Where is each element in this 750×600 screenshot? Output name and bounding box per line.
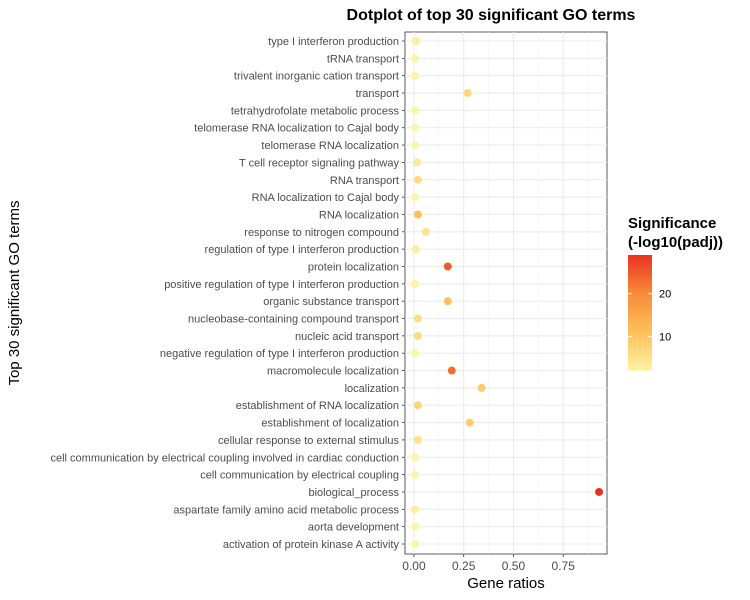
- data-point: [411, 245, 420, 254]
- data-point: [410, 54, 419, 63]
- y-term-label: type I interferon production: [268, 36, 399, 48]
- data-point: [477, 383, 486, 392]
- data-point: [410, 193, 419, 202]
- y-term-label: aorta development: [308, 522, 399, 534]
- significance-legend: Significance (-log10(padj)) 10 20: [628, 215, 723, 371]
- data-point: [410, 349, 419, 358]
- data-point: [410, 540, 419, 548]
- data-point: [410, 71, 419, 80]
- y-term-label: trivalent inorganic cation transport: [234, 71, 399, 83]
- y-term-label: RNA transport: [330, 175, 399, 187]
- data-point: [413, 435, 422, 444]
- y-term-label: negative regulation of type I interferon…: [160, 348, 399, 360]
- data-point: [443, 262, 452, 271]
- y-term-label: organic substance transport: [263, 296, 399, 308]
- y-term-label: response to nitrogen compound: [244, 227, 399, 239]
- legend-ticks: 10 20: [628, 289, 671, 344]
- data-point: [413, 314, 422, 323]
- data-points: [410, 37, 604, 548]
- data-point: [463, 89, 472, 98]
- y-term-label: RNA localization: [319, 209, 399, 221]
- y-term-label: positive regulation of type I interferon…: [164, 279, 399, 291]
- data-point: [413, 175, 422, 184]
- data-point: [410, 279, 419, 288]
- y-term-label: macromolecule localization: [267, 366, 399, 378]
- data-point: [410, 123, 419, 132]
- legend-title-line1: Significance: [628, 215, 716, 232]
- y-term-label: tRNA transport: [327, 53, 399, 65]
- data-point: [413, 401, 422, 410]
- data-point: [410, 505, 419, 514]
- data-point: [465, 418, 474, 427]
- y-term-label: telomerase RNA localization to Cajal bod…: [194, 123, 399, 135]
- x-tick-label: 0.00: [402, 559, 426, 573]
- x-tick-label: 0.75: [552, 559, 576, 573]
- data-point: [410, 453, 419, 462]
- y-axis-title: Top 30 significant GO terms: [6, 200, 23, 385]
- legend-title-line2: (-log10(padj)): [628, 234, 723, 251]
- data-point: [595, 487, 604, 496]
- y-term-label: establishment of RNA localization: [236, 400, 399, 412]
- y-term-label: protein localization: [308, 261, 399, 273]
- y-term-label: aspartate family amino acid metabolic pr…: [173, 504, 399, 516]
- grid-lines: [405, 32, 607, 554]
- data-point: [421, 227, 430, 236]
- y-term-label: tetrahydrofolate metabolic process: [231, 105, 400, 117]
- x-axis-ticks: 0.00 0.25 0.50 0.75: [402, 554, 575, 573]
- y-term-label: cell communication by electrical couplin…: [200, 470, 399, 482]
- data-point: [447, 366, 456, 375]
- y-term-label: telomerase RNA localization: [261, 140, 399, 152]
- y-term-label: transport: [356, 88, 399, 100]
- y-term-label: regulation of type I interferon producti…: [205, 244, 399, 256]
- y-term-label: biological_process: [309, 487, 400, 499]
- y-term-label: nucleobase-containing compound transport: [188, 314, 399, 326]
- data-point: [410, 470, 419, 479]
- y-term-label: localization: [345, 383, 399, 395]
- data-point: [413, 331, 422, 340]
- x-tick-label: 0.25: [452, 559, 476, 573]
- y-term-label: RNA localization to Cajal body: [252, 192, 400, 204]
- data-point: [411, 37, 420, 45]
- legend-colorbar: [628, 255, 652, 371]
- legend-tick-label: 10: [659, 332, 671, 344]
- chart-title: Dotplot of top 30 significant GO terms: [347, 7, 636, 24]
- data-point: [443, 297, 452, 306]
- x-axis-title: Gene ratios: [467, 575, 545, 592]
- y-term-label: nucleic acid transport: [295, 331, 399, 343]
- data-point: [413, 210, 422, 219]
- y-term-label: activation of protein kinase A activity: [223, 539, 400, 551]
- data-point: [410, 141, 419, 150]
- y-term-label: establishment of localization: [261, 418, 399, 430]
- y-term-label: cellular response to external stimulus: [218, 435, 399, 447]
- data-point: [412, 158, 421, 167]
- data-point: [410, 106, 419, 115]
- y-term-label: cell communication by electrical couplin…: [50, 452, 399, 464]
- legend-tick-label: 20: [659, 289, 671, 301]
- y-term-label: T cell receptor signaling pathway: [239, 157, 399, 169]
- y-axis-term-labels: type I interferon production tRNA transpo…: [50, 36, 405, 551]
- data-point: [410, 522, 419, 531]
- x-tick-label: 0.50: [502, 559, 526, 573]
